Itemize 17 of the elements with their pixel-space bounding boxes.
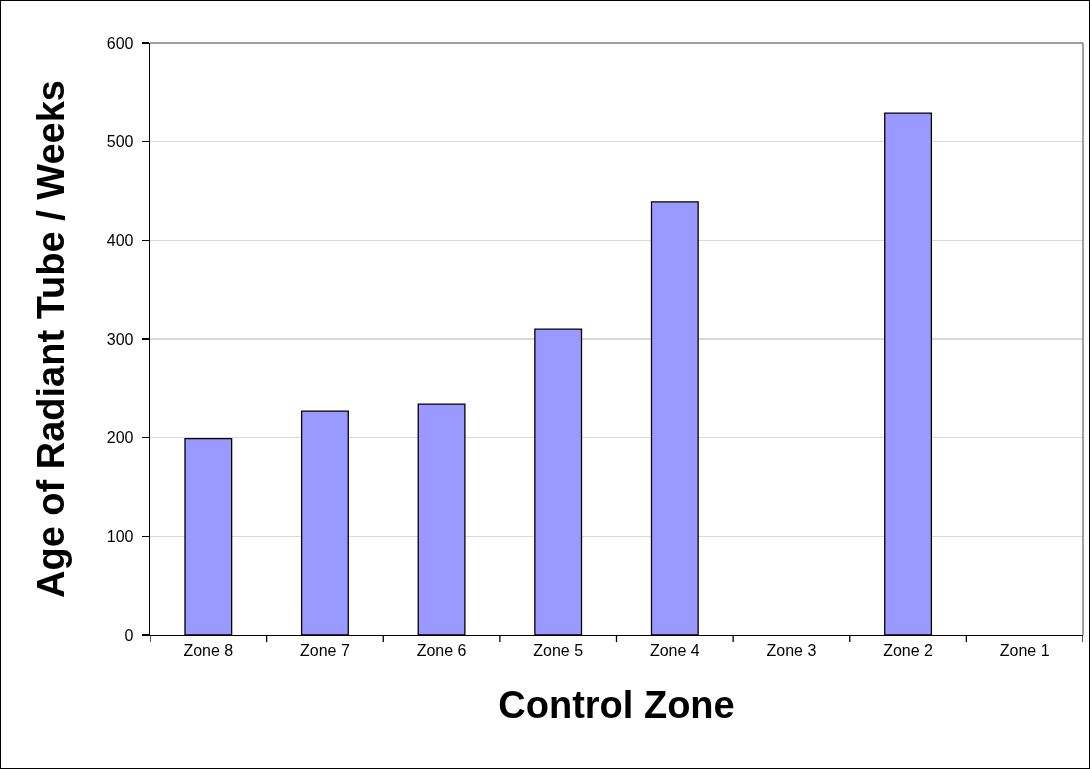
x-tick-label: Zone 3 [766,641,817,659]
y-tick-label: 300 [106,330,134,348]
x-tick-label: Zone 2 [883,641,934,659]
y-tick-label: 500 [106,133,134,151]
y-tick-label: 100 [106,527,134,545]
x-tick-label: Zone 8 [183,641,234,659]
x-tick-label: Zone 1 [999,641,1050,659]
x-tick-label: Zone 6 [416,641,467,659]
x-tick-label: Zone 5 [533,641,584,659]
y-tick-label: 200 [106,429,134,447]
y-tick-label: 0 [124,626,134,644]
x-tick-label: Zone 4 [649,641,700,659]
x-tick-label: Zone 7 [300,641,350,659]
y-tick-label: 600 [106,34,134,52]
x-axis-title: Control Zone [498,684,735,727]
y-tick-label: 400 [106,231,134,249]
y-axis-title: Age of Radiant Tube / Weeks [30,79,73,599]
